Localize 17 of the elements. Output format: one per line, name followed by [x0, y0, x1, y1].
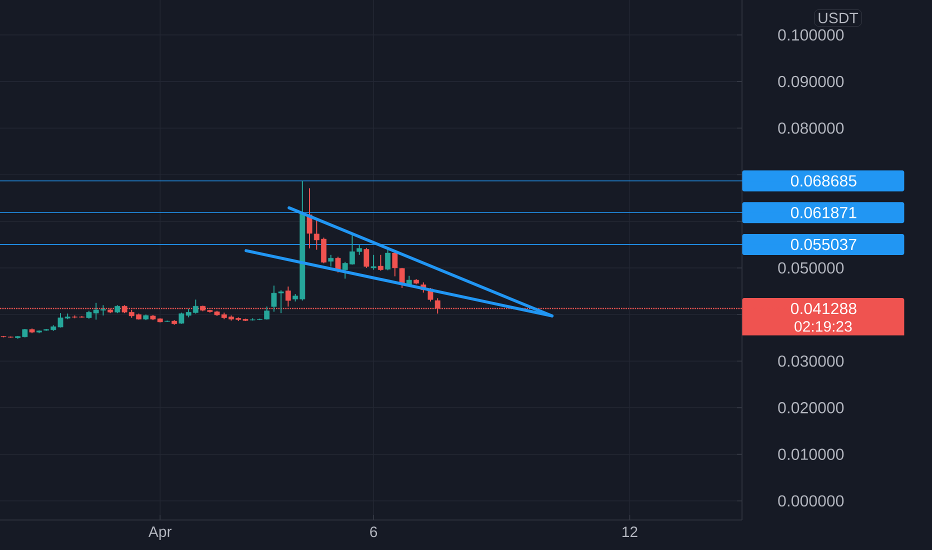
y-tick-label: 0.000000 — [778, 495, 844, 507]
y-tick-label: 0.020000 — [778, 402, 844, 414]
x-tick-label: Apr — [148, 526, 172, 540]
y-tick-label: 0.050000 — [778, 262, 844, 274]
text: 02:19:23 — [794, 321, 852, 332]
x-tick-label: 6 — [370, 526, 378, 538]
x-tick-label: 12 — [622, 526, 638, 538]
ref-line-label: 0.055037 — [790, 238, 856, 250]
y-tick-label: 0.080000 — [778, 122, 844, 134]
ref-line-label: 0.061871 — [790, 206, 856, 218]
text: USDT — [818, 12, 858, 24]
y-tick-label: 0.030000 — [778, 355, 844, 367]
y-tick-label: 0.090000 — [778, 76, 844, 88]
y-tick-label: 0.100000 — [778, 29, 844, 41]
y-tick-label: 0.010000 — [778, 448, 844, 460]
ref-line-label: 0.068685 — [790, 175, 856, 187]
ref-line-label: 0.041288 — [790, 302, 856, 314]
